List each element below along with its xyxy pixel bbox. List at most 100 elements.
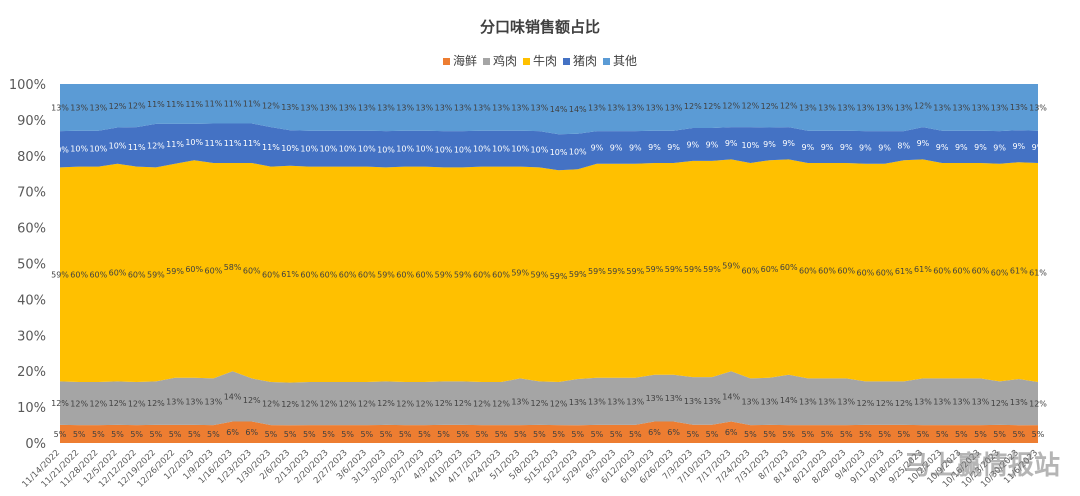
legend-swatch — [442, 58, 450, 65]
data-label: 11% — [128, 143, 146, 152]
data-label: 60% — [991, 269, 1009, 278]
data-label: 13% — [492, 103, 510, 112]
data-label: 14% — [780, 396, 798, 405]
y-tick-label: 50% — [17, 258, 46, 273]
legend-item: 猪肉 — [563, 52, 597, 69]
data-label: 10% — [415, 145, 433, 154]
y-tick-label: 60% — [17, 222, 46, 237]
data-label: 13% — [588, 397, 606, 406]
data-label: 60% — [818, 267, 836, 276]
data-label: 13% — [320, 103, 338, 112]
data-label: 5% — [130, 430, 143, 439]
data-label: 5% — [974, 430, 987, 439]
data-label: 10% — [396, 145, 414, 154]
data-label: 59% — [569, 270, 587, 279]
data-label: 59% — [626, 267, 644, 276]
data-label: 5% — [859, 430, 872, 439]
data-label: 9% — [648, 143, 661, 152]
y-tick-label: 70% — [17, 186, 46, 201]
data-label: 11% — [243, 139, 261, 148]
data-label: 13% — [665, 394, 683, 403]
data-label: 12% — [703, 102, 721, 111]
data-label: 13% — [684, 397, 702, 406]
data-label: 13% — [89, 103, 107, 112]
data-label: 12% — [741, 102, 759, 111]
data-label: 13% — [895, 104, 913, 113]
data-label: 12% — [70, 400, 88, 409]
data-label: 5% — [571, 430, 584, 439]
data-label: 13% — [972, 398, 990, 407]
data-label: 60% — [128, 270, 146, 279]
data-label: 6% — [648, 428, 661, 437]
data-label: 9% — [706, 140, 719, 149]
data-label: 13% — [818, 398, 836, 407]
data-label: 13% — [933, 103, 951, 112]
data-label: 13% — [626, 397, 644, 406]
data-label: 5% — [1032, 430, 1045, 439]
data-label: 60% — [952, 267, 970, 276]
data-label: 60% — [358, 270, 376, 279]
data-label: 10% — [320, 145, 338, 154]
data-label: 60% — [339, 270, 357, 279]
data-label: 5% — [169, 430, 182, 439]
data-label: 5% — [897, 430, 910, 439]
data-label: 9% — [917, 139, 930, 148]
data-label: 5% — [418, 430, 431, 439]
data-label: 5% — [111, 430, 124, 439]
data-label: 5% — [917, 430, 930, 439]
data-label: 59% — [435, 270, 453, 279]
data-label: 9% — [591, 143, 604, 152]
data-label: 10% — [531, 145, 549, 154]
data-label: 5% — [456, 430, 469, 439]
data-label: 58% — [224, 263, 242, 272]
data-label: 6% — [667, 428, 680, 437]
data-label: 11% — [147, 100, 165, 109]
data-label: 5% — [303, 430, 316, 439]
data-label: 13% — [876, 104, 894, 113]
data-label: 5% — [782, 430, 795, 439]
data-label: 5% — [150, 430, 163, 439]
data-label: 10% — [741, 141, 759, 150]
data-label: 9% — [859, 143, 872, 152]
data-label: 5% — [476, 430, 489, 439]
legend-item: 海鲜 — [442, 52, 477, 69]
data-label: 5% — [341, 430, 354, 439]
data-label: 10% — [435, 145, 453, 154]
data-label: 59% — [550, 272, 568, 281]
data-label: 11% — [185, 100, 203, 109]
data-label: 10% — [454, 145, 472, 154]
data-label: 5% — [73, 430, 86, 439]
data-label: 60% — [857, 269, 875, 278]
area-series-3 — [60, 123, 1038, 171]
legend-swatch — [563, 58, 570, 65]
data-label: 11% — [224, 139, 242, 148]
data-label: 12% — [339, 400, 357, 409]
data-label: 13% — [185, 397, 203, 406]
data-label: 12% — [128, 400, 146, 409]
data-label: 12% — [684, 102, 702, 111]
data-label: 9% — [1032, 143, 1045, 152]
data-label: 13% — [952, 103, 970, 112]
data-label: 5% — [1012, 430, 1025, 439]
data-label: 10% — [70, 145, 88, 154]
data-label: 60% — [741, 267, 759, 276]
data-label: 12% — [1029, 400, 1047, 409]
data-label: 13% — [415, 103, 433, 112]
data-label: 13% — [511, 398, 529, 407]
data-label: 5% — [686, 430, 699, 439]
data-label: 10% — [569, 148, 587, 157]
data-label: 13% — [972, 103, 990, 112]
data-label: 5% — [92, 430, 105, 439]
data-label: 9% — [878, 143, 891, 152]
data-label: 12% — [531, 399, 549, 408]
data-label: 13% — [339, 103, 357, 112]
data-label: 59% — [454, 270, 472, 279]
data-label: 13% — [281, 103, 299, 112]
data-label: 11% — [224, 100, 242, 109]
data-label: 5% — [284, 430, 297, 439]
data-label: 12% — [914, 102, 932, 111]
data-label: 59% — [703, 265, 721, 274]
data-label: 6% — [245, 428, 258, 437]
data-label: 9% — [782, 139, 795, 148]
data-label: 60% — [300, 270, 318, 279]
